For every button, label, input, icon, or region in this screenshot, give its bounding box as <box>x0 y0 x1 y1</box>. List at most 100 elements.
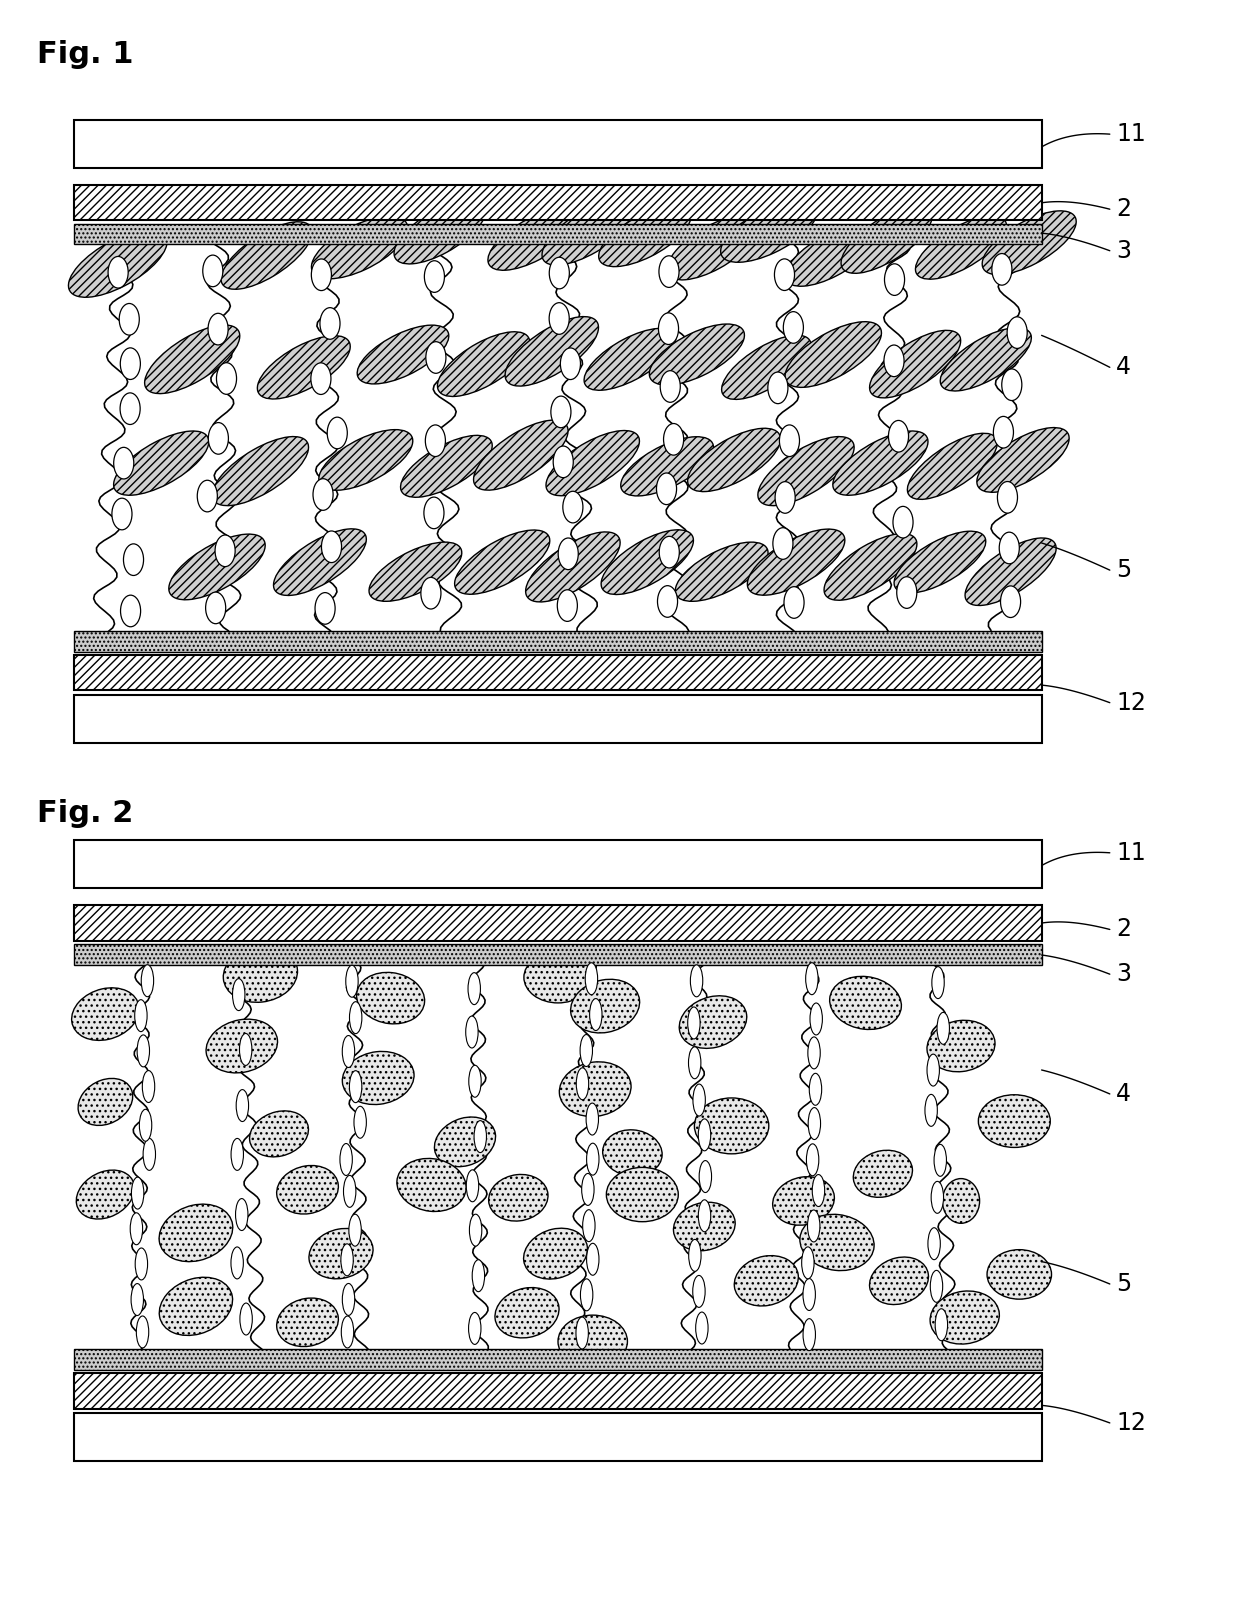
Ellipse shape <box>341 1316 353 1348</box>
Ellipse shape <box>131 1177 144 1209</box>
Ellipse shape <box>722 335 811 399</box>
Ellipse shape <box>274 529 366 596</box>
Bar <box>74 905 1042 941</box>
Ellipse shape <box>145 326 239 393</box>
Text: 2: 2 <box>1116 196 1131 222</box>
Ellipse shape <box>915 216 1007 279</box>
Ellipse shape <box>466 1016 479 1048</box>
Ellipse shape <box>108 257 128 287</box>
Ellipse shape <box>935 1310 947 1341</box>
Ellipse shape <box>582 1174 594 1206</box>
Ellipse shape <box>72 989 139 1040</box>
Ellipse shape <box>928 1020 994 1072</box>
Ellipse shape <box>159 1278 233 1335</box>
Ellipse shape <box>474 420 568 490</box>
Ellipse shape <box>940 327 1032 391</box>
Ellipse shape <box>768 372 787 404</box>
Bar <box>74 695 1042 743</box>
Text: Fig. 2: Fig. 2 <box>37 798 134 827</box>
Ellipse shape <box>434 1116 496 1167</box>
Ellipse shape <box>884 345 904 377</box>
Ellipse shape <box>560 348 580 380</box>
Ellipse shape <box>693 1084 706 1116</box>
Ellipse shape <box>558 1316 627 1367</box>
Ellipse shape <box>559 1062 631 1116</box>
Ellipse shape <box>197 481 217 513</box>
Ellipse shape <box>312 479 334 511</box>
Ellipse shape <box>353 1107 366 1139</box>
Ellipse shape <box>327 417 347 449</box>
Ellipse shape <box>784 586 804 618</box>
Ellipse shape <box>120 596 140 626</box>
Ellipse shape <box>748 529 844 596</box>
Ellipse shape <box>587 1244 599 1276</box>
Ellipse shape <box>992 254 1012 286</box>
Ellipse shape <box>143 1139 155 1171</box>
Ellipse shape <box>233 979 246 1011</box>
Ellipse shape <box>231 1139 243 1171</box>
Ellipse shape <box>694 1099 769 1153</box>
Ellipse shape <box>523 1228 588 1279</box>
Ellipse shape <box>258 335 350 399</box>
Ellipse shape <box>424 260 444 292</box>
Ellipse shape <box>869 331 961 398</box>
Ellipse shape <box>139 1110 151 1142</box>
Text: 3: 3 <box>1116 238 1131 264</box>
Ellipse shape <box>370 541 461 602</box>
Ellipse shape <box>350 1001 362 1033</box>
Ellipse shape <box>348 1214 361 1246</box>
Ellipse shape <box>825 533 916 600</box>
Ellipse shape <box>808 1108 821 1140</box>
Ellipse shape <box>495 1287 559 1338</box>
Ellipse shape <box>894 532 986 592</box>
Ellipse shape <box>804 1319 816 1351</box>
Ellipse shape <box>937 1012 950 1044</box>
Ellipse shape <box>357 326 449 383</box>
Ellipse shape <box>841 206 932 273</box>
Ellipse shape <box>467 973 480 1005</box>
Ellipse shape <box>584 329 676 390</box>
Ellipse shape <box>925 1094 937 1126</box>
Ellipse shape <box>277 1166 339 1214</box>
Ellipse shape <box>663 423 683 455</box>
Ellipse shape <box>563 492 583 522</box>
Ellipse shape <box>112 498 131 530</box>
Ellipse shape <box>350 1070 362 1102</box>
Ellipse shape <box>340 1143 352 1175</box>
Ellipse shape <box>580 1279 593 1311</box>
Ellipse shape <box>673 1203 735 1250</box>
Ellipse shape <box>587 1143 599 1175</box>
Ellipse shape <box>942 1179 980 1223</box>
Text: 2: 2 <box>1116 917 1131 942</box>
Ellipse shape <box>688 1239 701 1271</box>
Ellipse shape <box>470 1214 482 1246</box>
Ellipse shape <box>551 396 570 428</box>
Ellipse shape <box>575 1318 588 1349</box>
Ellipse shape <box>135 1000 148 1032</box>
Ellipse shape <box>656 473 677 505</box>
Ellipse shape <box>309 1228 373 1279</box>
Ellipse shape <box>1002 369 1022 401</box>
Ellipse shape <box>236 1199 248 1231</box>
Ellipse shape <box>931 1182 944 1214</box>
Ellipse shape <box>621 436 713 497</box>
Ellipse shape <box>130 1212 143 1244</box>
Ellipse shape <box>833 431 928 495</box>
Ellipse shape <box>474 1121 486 1153</box>
Text: 5: 5 <box>1116 1271 1131 1297</box>
Ellipse shape <box>221 222 312 289</box>
Ellipse shape <box>542 198 636 265</box>
Ellipse shape <box>549 257 569 289</box>
Ellipse shape <box>68 230 167 297</box>
Bar <box>74 631 1042 652</box>
Ellipse shape <box>693 1276 706 1308</box>
Ellipse shape <box>583 1209 595 1241</box>
Ellipse shape <box>342 1035 355 1067</box>
Ellipse shape <box>77 1171 134 1219</box>
Ellipse shape <box>807 1211 820 1242</box>
Ellipse shape <box>169 533 265 600</box>
Bar <box>74 1413 1042 1461</box>
Ellipse shape <box>346 965 358 997</box>
Ellipse shape <box>206 1019 278 1073</box>
Ellipse shape <box>120 348 140 380</box>
